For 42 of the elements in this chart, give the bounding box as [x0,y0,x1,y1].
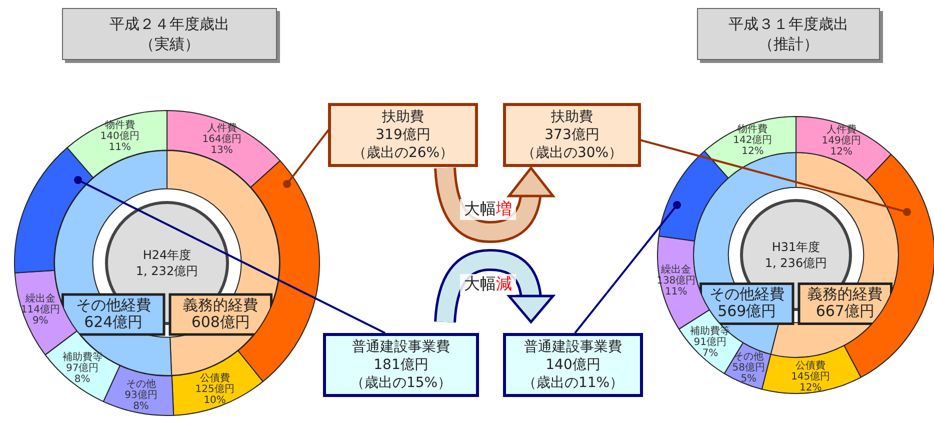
chart-subtitle: （実績） [138,34,200,54]
slice-label: その他経費 [709,285,784,304]
slice-label: 人件費 [826,124,856,136]
slice-label: 義務的経費 [808,285,883,304]
data-label: 93億円 8% [124,389,158,412]
slice-label: 公債費 [796,359,826,372]
slice-label: 物件費 [104,119,135,132]
text: 扶助費 [381,108,425,126]
text: 319億円 [374,126,432,144]
text: 大幅減 [464,274,512,293]
slice-label: 人件費 [206,122,237,134]
text: 140億円 [544,356,602,374]
text: （歳出の11%） [521,374,625,392]
data-label: 140億円 11% [100,130,140,154]
chart-title: 平成３１年度歳出 [728,14,850,34]
data-label: 91億円 7% [694,336,727,360]
slice-label: その他 [126,378,156,390]
slice-label: 補助費等 [690,325,730,338]
text: 373億円 [544,126,600,144]
slice-label: 公債費 [200,372,230,384]
text: 扶助費 [550,108,594,126]
slice-label: その他 [734,350,764,363]
data-label: 58億円 5% [732,362,765,385]
data-label: 114億円 9% [20,304,60,327]
text: 大幅増 [464,199,512,218]
data-label: 667億円 [816,302,874,320]
data-label: 145億円 12% [791,370,830,394]
text: H31年度 1, 236億円 [764,240,828,270]
text: （歳出の30%） [520,144,624,162]
text: 普通建設事業費 [523,338,623,356]
slice-label: 補助費等 [62,350,102,363]
text: （歳出の15%） [349,374,453,392]
data-label: 125億円 10% [195,382,234,406]
text: 普通建設事業費 [351,338,451,356]
text: （歳出の26%） [351,144,455,162]
chart-title: 平成２４年度歳出 [108,14,230,34]
text: 181億円 [372,356,430,374]
chart-subtitle: （推計） [758,34,820,54]
slice-label: 繰出金 [24,292,56,305]
data-label: 97億円 8% [66,362,99,385]
data-label: 164億円 13% [202,133,242,156]
data-label: 569億円 [718,302,776,320]
